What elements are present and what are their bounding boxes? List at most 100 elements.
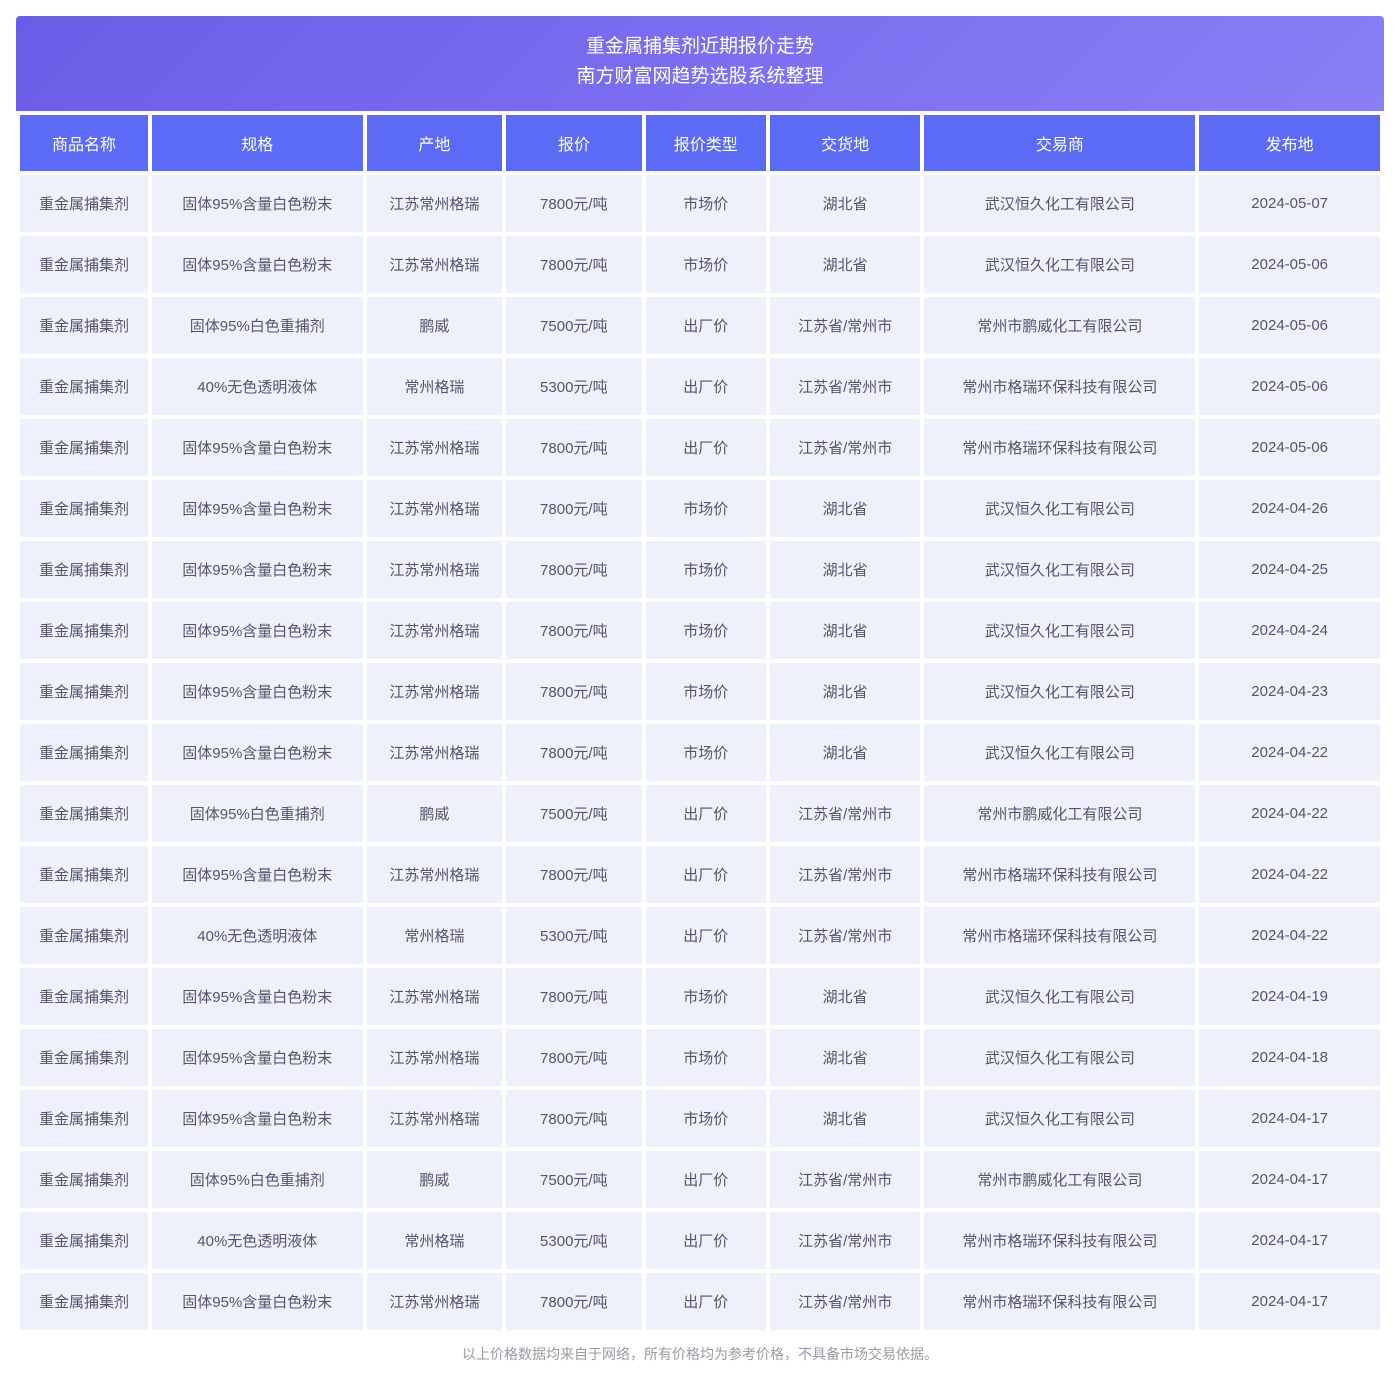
table-cell: 2024-05-06	[1199, 236, 1380, 293]
table-cell: 重金属捕集剂	[20, 663, 148, 720]
table-cell: 江苏省/常州市	[770, 419, 921, 476]
table-cell: 湖北省	[770, 480, 921, 537]
table-cell: 固体95%含量白色粉末	[152, 175, 363, 232]
table-cell: 2024-04-17	[1199, 1212, 1380, 1269]
table-cell: 重金属捕集剂	[20, 541, 148, 598]
col-header-pricetype: 报价类型	[646, 115, 766, 171]
table-cell: 江苏省/常州市	[770, 785, 921, 842]
table-cell: 江苏常州格瑞	[367, 1029, 502, 1086]
table-cell: 常州市格瑞环保科技有限公司	[924, 846, 1195, 903]
table-cell: 固体95%含量白色粉末	[152, 724, 363, 781]
table-cell: 7800元/吨	[506, 419, 641, 476]
table-row: 重金属捕集剂固体95%白色重捕剂鹏威7500元/吨出厂价江苏省/常州市常州市鹏威…	[20, 297, 1380, 354]
table-cell: 江苏常州格瑞	[367, 846, 502, 903]
table-cell: 市场价	[646, 236, 766, 293]
table-cell: 江苏常州格瑞	[367, 175, 502, 232]
table-cell: 江苏常州格瑞	[367, 1090, 502, 1147]
table-cell: 重金属捕集剂	[20, 236, 148, 293]
col-header-price: 报价	[506, 115, 641, 171]
table-cell: 常州格瑞	[367, 907, 502, 964]
table-cell: 固体95%含量白色粉末	[152, 968, 363, 1025]
table-cell: 7500元/吨	[506, 785, 641, 842]
table-cell: 7800元/吨	[506, 541, 641, 598]
footer-disclaimer: 以上价格数据均来自于网络，所有价格均为参考价格，不具备市场交易依据。	[16, 1334, 1384, 1370]
table-cell: 2024-04-22	[1199, 907, 1380, 964]
table-body: 重金属捕集剂固体95%含量白色粉末江苏常州格瑞7800元/吨市场价湖北省武汉恒久…	[20, 175, 1380, 1330]
table-cell: 市场价	[646, 968, 766, 1025]
price-table: 商品名称 规格 产地 报价 报价类型 交货地 交易商 发布地 重金属捕集剂固体9…	[16, 111, 1384, 1334]
table-row: 重金属捕集剂固体95%含量白色粉末江苏常州格瑞7800元/吨市场价湖北省武汉恒久…	[20, 1090, 1380, 1147]
table-cell: 重金属捕集剂	[20, 1151, 148, 1208]
table-cell: 7800元/吨	[506, 1273, 641, 1330]
table-cell: 市场价	[646, 175, 766, 232]
table-cell: 2024-04-17	[1199, 1090, 1380, 1147]
table-cell: 武汉恒久化工有限公司	[924, 175, 1195, 232]
table-cell: 7800元/吨	[506, 602, 641, 659]
table-cell: 出厂价	[646, 419, 766, 476]
table-cell: 常州市格瑞环保科技有限公司	[924, 419, 1195, 476]
table-cell: 出厂价	[646, 1151, 766, 1208]
table-row: 重金属捕集剂固体95%白色重捕剂鹏威7500元/吨出厂价江苏省/常州市常州市鹏威…	[20, 785, 1380, 842]
col-header-spec: 规格	[152, 115, 363, 171]
table-cell: 2024-05-06	[1199, 358, 1380, 415]
table-header-row: 商品名称 规格 产地 报价 报价类型 交货地 交易商 发布地	[20, 115, 1380, 171]
table-cell: 7800元/吨	[506, 175, 641, 232]
table-cell: 2024-04-18	[1199, 1029, 1380, 1086]
table-cell: 出厂价	[646, 358, 766, 415]
table-cell: 出厂价	[646, 1212, 766, 1269]
table-cell: 重金属捕集剂	[20, 602, 148, 659]
table-cell: 市场价	[646, 1090, 766, 1147]
col-header-trader: 交易商	[924, 115, 1195, 171]
table-cell: 常州市格瑞环保科技有限公司	[924, 1212, 1195, 1269]
table-cell: 2024-04-22	[1199, 785, 1380, 842]
table-cell: 市场价	[646, 602, 766, 659]
table-cell: 重金属捕集剂	[20, 358, 148, 415]
table-header-banner: 重金属捕集剂近期报价走势 南方财富网趋势选股系统整理	[16, 16, 1384, 111]
col-header-origin: 产地	[367, 115, 502, 171]
table-cell: 江苏省/常州市	[770, 1151, 921, 1208]
table-cell: 40%无色透明液体	[152, 907, 363, 964]
table-cell: 江苏常州格瑞	[367, 1273, 502, 1330]
table-row: 重金属捕集剂固体95%含量白色粉末江苏常州格瑞7800元/吨市场价湖北省武汉恒久…	[20, 663, 1380, 720]
table-row: 重金属捕集剂40%无色透明液体常州格瑞5300元/吨出厂价江苏省/常州市常州市格…	[20, 907, 1380, 964]
table-row: 重金属捕集剂固体95%含量白色粉末江苏常州格瑞7800元/吨出厂价江苏省/常州市…	[20, 419, 1380, 476]
table-cell: 鹏威	[367, 785, 502, 842]
table-cell: 7800元/吨	[506, 236, 641, 293]
table-cell: 固体95%含量白色粉末	[152, 846, 363, 903]
table-cell: 常州市格瑞环保科技有限公司	[924, 907, 1195, 964]
table-cell: 7500元/吨	[506, 297, 641, 354]
table-cell: 2024-04-22	[1199, 846, 1380, 903]
table-cell: 湖北省	[770, 663, 921, 720]
table-cell: 湖北省	[770, 541, 921, 598]
table-cell: 重金属捕集剂	[20, 1090, 148, 1147]
table-cell: 市场价	[646, 724, 766, 781]
table-cell: 常州市格瑞环保科技有限公司	[924, 1273, 1195, 1330]
table-cell: 固体95%含量白色粉末	[152, 480, 363, 537]
table-cell: 7800元/吨	[506, 846, 641, 903]
table-cell: 2024-05-07	[1199, 175, 1380, 232]
table-row: 重金属捕集剂固体95%含量白色粉末江苏常州格瑞7800元/吨市场价湖北省武汉恒久…	[20, 236, 1380, 293]
table-cell: 重金属捕集剂	[20, 968, 148, 1025]
table-cell: 2024-04-24	[1199, 602, 1380, 659]
table-cell: 5300元/吨	[506, 358, 641, 415]
table-cell: 武汉恒久化工有限公司	[924, 1029, 1195, 1086]
col-header-delivery: 交货地	[770, 115, 921, 171]
table-cell: 江苏省/常州市	[770, 1212, 921, 1269]
table-cell: 湖北省	[770, 1029, 921, 1086]
table-cell: 市场价	[646, 1029, 766, 1086]
table-row: 重金属捕集剂固体95%含量白色粉末江苏常州格瑞7800元/吨市场价湖北省武汉恒久…	[20, 541, 1380, 598]
table-cell: 江苏省/常州市	[770, 846, 921, 903]
table-cell: 武汉恒久化工有限公司	[924, 663, 1195, 720]
table-cell: 武汉恒久化工有限公司	[924, 724, 1195, 781]
table-row: 重金属捕集剂固体95%含量白色粉末江苏常州格瑞7800元/吨市场价湖北省武汉恒久…	[20, 480, 1380, 537]
table-cell: 重金属捕集剂	[20, 724, 148, 781]
table-cell: 江苏常州格瑞	[367, 602, 502, 659]
table-row: 重金属捕集剂固体95%含量白色粉末江苏常州格瑞7800元/吨出厂价江苏省/常州市…	[20, 846, 1380, 903]
table-cell: 出厂价	[646, 846, 766, 903]
table-cell: 市场价	[646, 541, 766, 598]
table-cell: 江苏省/常州市	[770, 907, 921, 964]
table-cell: 2024-04-17	[1199, 1151, 1380, 1208]
table-cell: 7800元/吨	[506, 968, 641, 1025]
title-line-1: 重金属捕集剂近期报价走势	[16, 32, 1384, 62]
table-cell: 固体95%白色重捕剂	[152, 785, 363, 842]
